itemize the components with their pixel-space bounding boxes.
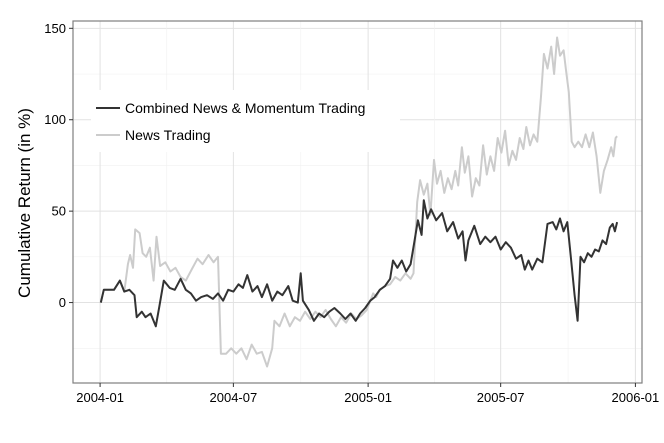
x-axis: 2004-01 2004-07 2005-01 2005-07 2006-01 (76, 383, 659, 405)
y-tick-label: 50 (52, 204, 66, 219)
x-tick-label: 2005-01 (344, 390, 392, 405)
legend: Combined News & Momentum Trading News Tr… (91, 90, 400, 152)
y-axis-title: Cumulative Return (in %) (15, 108, 34, 298)
legend-background (91, 90, 400, 152)
legend-label-combined: Combined News & Momentum Trading (125, 100, 365, 116)
y-tick-label: 150 (44, 21, 66, 36)
series-line-combined (99, 199, 619, 328)
y-tick-label: 0 (59, 295, 66, 310)
plot-panel (73, 21, 642, 383)
x-tick-label: 2006-01 (612, 390, 660, 405)
x-tick-label: 2004-07 (210, 390, 258, 405)
series-layer (99, 36, 619, 368)
x-tick-label: 2004-01 (76, 390, 124, 405)
y-axis: 0 50 100 150 (44, 21, 73, 310)
series-line-news (99, 36, 618, 368)
plot-border (72, 20, 643, 384)
legend-label-news: News Trading (125, 127, 211, 143)
y-tick-label: 100 (44, 112, 66, 127)
x-tick-label: 2005-07 (477, 390, 525, 405)
